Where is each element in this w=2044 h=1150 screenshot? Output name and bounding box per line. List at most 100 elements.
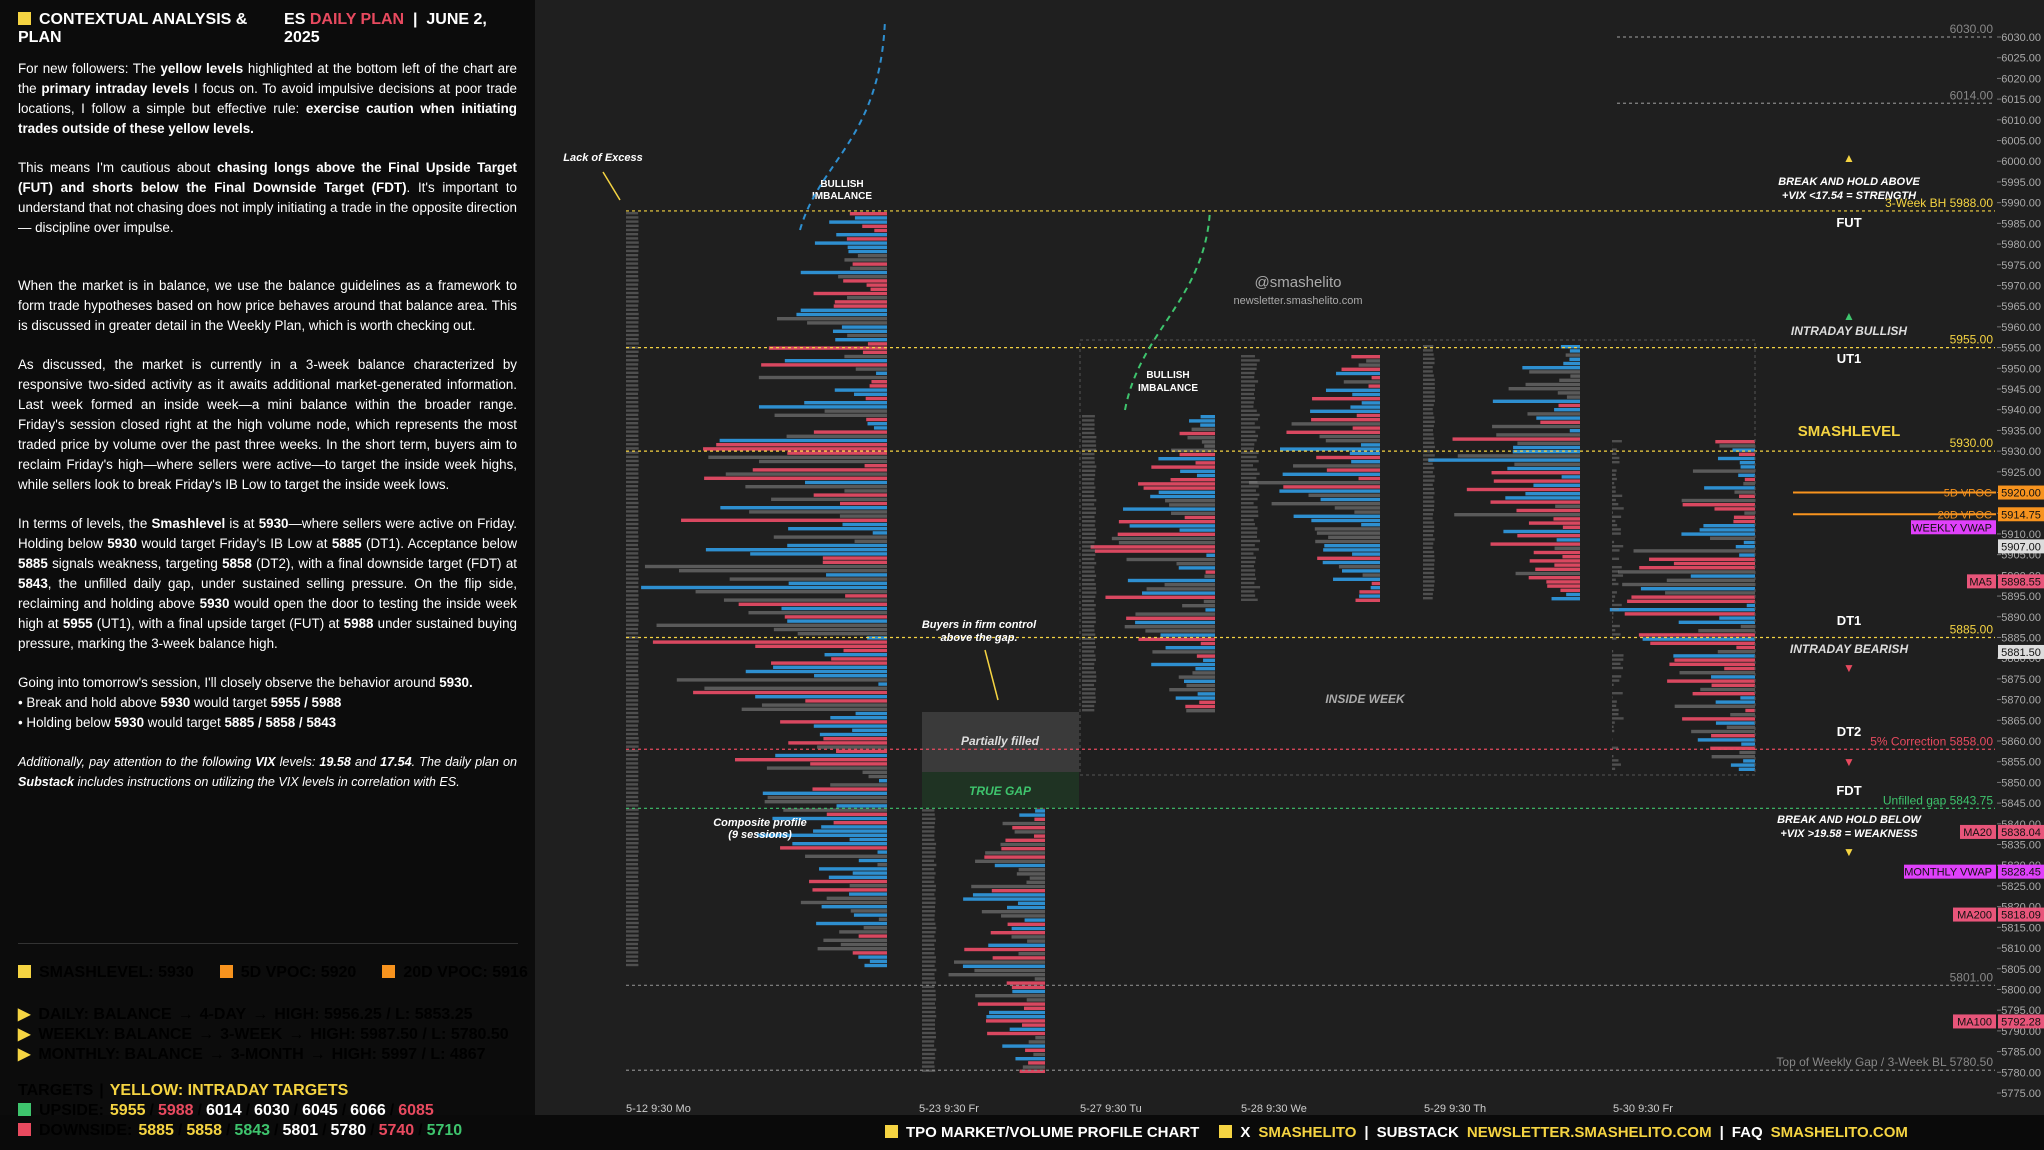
- profile-bar: [1719, 444, 1755, 448]
- profile-bar: [771, 497, 887, 501]
- tpo-texture: [626, 871, 639, 874]
- sep: |: [1719, 1124, 1724, 1141]
- profile-bar: [876, 371, 887, 375]
- tpo-texture: [922, 952, 935, 955]
- tpo-texture: [626, 783, 639, 786]
- footer-item: NEWSLETTER.SMASHELITO.COM: [1466, 1124, 1712, 1141]
- tpo-texture: [1241, 497, 1258, 501]
- profile-bar: [1627, 599, 1755, 603]
- tpo-texture: [626, 690, 639, 694]
- tpo-texture: [1082, 499, 1097, 502]
- tpo-texture: [626, 548, 639, 551]
- profile-bar: [1733, 519, 1755, 524]
- profile-bar: [962, 964, 1045, 968]
- profile-bar: [1554, 563, 1580, 567]
- tpo-texture: [1082, 578, 1095, 582]
- text-run: is at: [225, 516, 259, 531]
- tpo-texture: [626, 455, 639, 458]
- price-tag-text: 5920.00: [2001, 488, 2041, 500]
- x-label: 5-12 9:30 Mo: [626, 1103, 691, 1115]
- profile-bar: [1617, 570, 1755, 574]
- tpo-texture: [1423, 517, 1433, 520]
- profile-bar: [800, 900, 887, 905]
- tpo-texture: [1612, 633, 1621, 636]
- profile-bar: [1665, 591, 1755, 595]
- price-tag-text: 5818.09: [2001, 910, 2041, 922]
- profile-bar: [1746, 603, 1755, 608]
- profile-bar: [1631, 595, 1755, 599]
- target: 5988: [157, 1102, 194, 1119]
- profile-bar: [843, 279, 887, 283]
- profile-bar: [1711, 683, 1755, 687]
- trend-row: ▶ WEEKLY: BALANCE → 3-WEEK → HIGH: 5987.50 / …: [18, 1024, 518, 1044]
- profile-bar: [800, 270, 887, 275]
- tpo-texture: [1423, 382, 1435, 386]
- profile-bar: [1734, 490, 1755, 494]
- profile-bar: [1282, 472, 1380, 476]
- tpo-texture: [1423, 424, 1434, 428]
- sep: /: [418, 1122, 423, 1139]
- profile-bar: [985, 851, 1045, 855]
- arrow: →: [208, 1046, 225, 1063]
- tpo-texture: [1612, 582, 1619, 586]
- tpo-texture: [1423, 538, 1435, 541]
- bullet: • Holding below 5930 would target 5885 /…: [18, 713, 517, 733]
- tpo-texture: [922, 935, 935, 938]
- profile-bar: [804, 401, 887, 405]
- tpo-texture: [626, 270, 639, 274]
- inside-week-box: [1079, 339, 1756, 776]
- level-name: Unfilled gap: [1883, 793, 1947, 807]
- spacer: [18, 984, 518, 1004]
- profile-bar: [1466, 487, 1580, 492]
- tpo-texture: [922, 918, 935, 921]
- tpo-texture: [1423, 361, 1435, 365]
- swatch: [1219, 1125, 1233, 1138]
- tpo-texture: [626, 216, 639, 219]
- level-price: 5801.00: [1950, 970, 1994, 984]
- tpo-texture: [1241, 556, 1257, 559]
- profile-bar: [1554, 408, 1580, 412]
- tpo-texture: [626, 375, 639, 379]
- footer-item: SMASHELITO: [1258, 1124, 1357, 1141]
- zone-label: INTRADAY BEARISH: [1790, 642, 1909, 656]
- profile-bar: [758, 405, 887, 409]
- profile-bar: [681, 518, 887, 522]
- tpo-texture: [1423, 521, 1435, 524]
- profile-bar: [1334, 506, 1380, 510]
- profile-bar: [1001, 914, 1045, 918]
- level-item: 20D VPOC: 5916: [382, 964, 528, 981]
- trend-part: DAILY: BALANCE: [38, 1006, 172, 1023]
- arrow: →: [309, 1046, 326, 1063]
- arrow: →: [288, 1026, 305, 1043]
- sep: /: [293, 1102, 299, 1119]
- tpo-texture: [1612, 612, 1614, 615]
- profile-bar: [829, 220, 887, 224]
- tpo-texture: [1612, 570, 1619, 573]
- tpo-texture: [1241, 439, 1257, 442]
- axis-tick-label: 5940.00: [2001, 405, 2041, 417]
- footer: TPO MARKET/VOLUME PROFILE CHART X SMASHELI…: [885, 1124, 1908, 1141]
- tpo-texture: [1241, 418, 1259, 421]
- tpo-texture: [1612, 729, 1615, 733]
- axis-tick-label: 5805.00: [2001, 964, 2041, 976]
- profile-bar: [1293, 464, 1380, 468]
- profile-bar: [738, 602, 887, 606]
- text-run: I focus on. To avoid impulsive decisions…: [18, 81, 517, 116]
- profile-bar: [822, 560, 887, 564]
- tpo-texture: [626, 850, 639, 853]
- trend-part: 4-DAY: [199, 1006, 247, 1023]
- text-run: —where sellers were active on Friday. Ho…: [18, 516, 518, 551]
- sep: /: [274, 1122, 279, 1139]
- profile-bar: [1642, 637, 1755, 641]
- tpo-texture: [1241, 518, 1254, 522]
- profile-bar: [1023, 1006, 1045, 1010]
- tpo-texture: [626, 539, 639, 542]
- tpo-texture: [626, 468, 639, 471]
- spacer: [18, 1064, 518, 1082]
- trend-part: HIGH: 5997 / L: 4867: [331, 1046, 486, 1063]
- upside-label: UPSIDE:: [39, 1102, 104, 1119]
- tpo-texture: [922, 855, 936, 858]
- profile-bar: [1529, 370, 1580, 374]
- tpo-texture: [922, 834, 935, 837]
